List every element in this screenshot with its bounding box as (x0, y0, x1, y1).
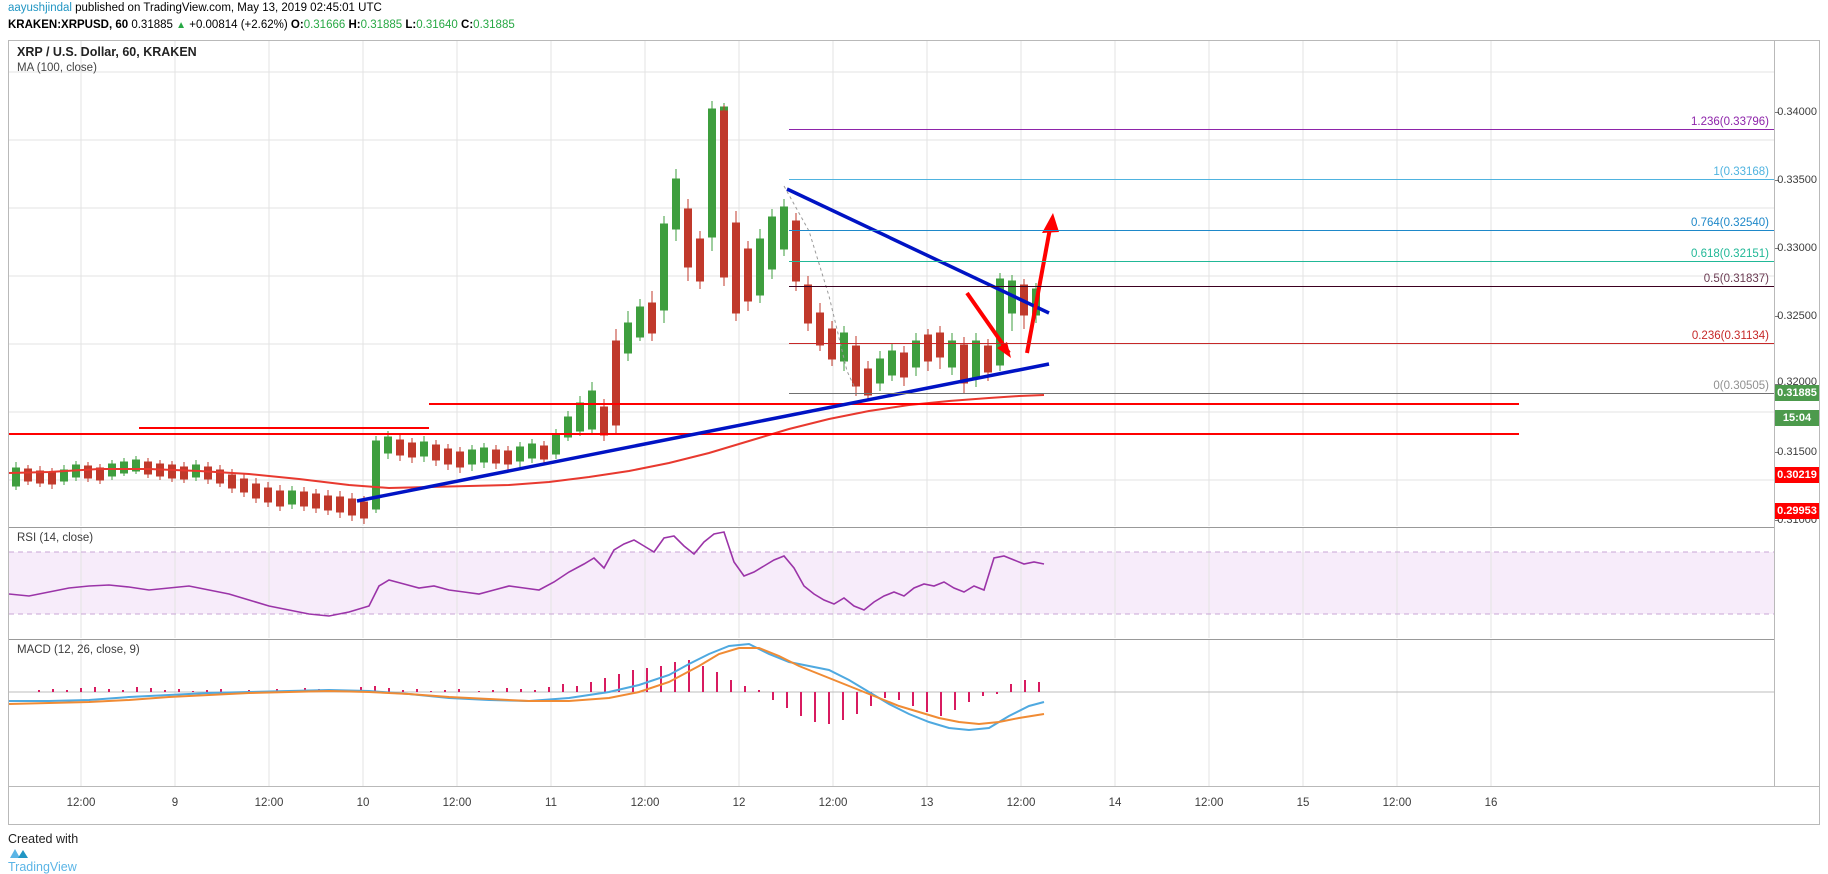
author-name: aayushjindal (8, 2, 72, 14)
price-tick: 0.31500 (1777, 446, 1817, 458)
alert-price-badge: 0.29953 (1775, 503, 1819, 519)
time-tick: 10 (356, 797, 370, 809)
time-tick: 12:00 (442, 797, 472, 809)
last-price: 0.31885 (131, 19, 173, 31)
fib-line-0764 (789, 230, 1774, 231)
alert-price-badge: 0.30219 (1775, 467, 1819, 483)
candlestick-series (12, 101, 1040, 524)
macd-chart-svg (9, 640, 1774, 786)
publish-info: aayushjindal published on TradingView.co… (8, 2, 382, 14)
rsi-indicator-label: RSI (14, close) (17, 532, 94, 544)
time-tick: 12:00 (1194, 797, 1224, 809)
close-label: C: (461, 19, 474, 31)
annotation-red-levels (9, 403, 1519, 435)
low-label: L: (405, 19, 417, 31)
fib-line-0 (789, 393, 1774, 394)
time-tick: 16 (1484, 797, 1498, 809)
fib-line-1236 (789, 129, 1774, 130)
time-tick: 14 (1108, 797, 1122, 809)
time-tick: 13 (920, 797, 934, 809)
time-tick: 15 (1296, 797, 1310, 809)
ma-indicator-label: MA (100, close) (17, 62, 97, 74)
time-tick: 9 (171, 797, 179, 809)
low-value: 0.31640 (416, 19, 458, 31)
last-price-badge: 0.31885 (1775, 385, 1819, 401)
high-value: 0.31885 (360, 19, 403, 31)
price-tick: 0.32500 (1777, 310, 1817, 322)
chart-plot-area[interactable]: XRP / U.S. Dollar, 60, KRAKEN MA (100, c… (9, 41, 1774, 786)
time-axis[interactable]: 12:00 9 12:00 10 12:00 11 12:00 12 12:00… (9, 786, 1819, 824)
fib-label-1: 1(0.33168) (1713, 166, 1769, 178)
fib-label-0236: 0.236(0.31134) (1691, 330, 1769, 342)
macd-fast-line (9, 642, 1045, 732)
time-gridlines (80, 41, 1492, 526)
fib-line-1 (789, 179, 1774, 180)
time-tick: 12:00 (1006, 797, 1036, 809)
price-tick: 0.34000 (1777, 106, 1817, 118)
chart-title: XRP / U.S. Dollar, 60, KRAKEN (17, 45, 197, 59)
macd-indicator-label: MACD (12, 26, close, 9) (17, 644, 140, 656)
fib-line-0236 (789, 343, 1774, 344)
time-tick: 11 (545, 797, 557, 809)
time-tick: 12:00 (1382, 797, 1412, 809)
chart-frame[interactable]: XRP / U.S. Dollar, 60, KRAKEN MA (100, c… (8, 40, 1820, 825)
projection-arrows (965, 213, 1059, 358)
trendline-ascending-long (356, 362, 1050, 503)
rsi-chart-svg (9, 528, 1774, 638)
high-label: H: (348, 19, 361, 31)
tradingview-logo-icon (10, 849, 28, 858)
tradingview-brand: TradingView (8, 860, 77, 874)
rsi-pane[interactable]: RSI (14, close) (9, 527, 1774, 638)
fib-label-05: 0.5(0.31837) (1703, 273, 1769, 285)
time-tick: 12:00 (66, 797, 96, 809)
fib-label-0764: 0.764(0.32540) (1690, 217, 1769, 229)
macd-slow-line (9, 647, 1045, 726)
price-change: +0.00814 (+2.62%) (189, 19, 288, 31)
price-tick: 0.33000 (1777, 242, 1817, 254)
price-tick: 0.33500 (1777, 174, 1817, 186)
fib-label-1236: 1.236(0.33796) (1690, 116, 1769, 128)
time-tick: 12:00 (254, 797, 284, 809)
up-triangle-icon: ▲ (176, 20, 187, 31)
fib-label-0: 0(0.30505) (1713, 380, 1769, 392)
rsi-line (9, 531, 1045, 617)
time-tick: 12:00 (818, 797, 848, 809)
price-pane[interactable]: XRP / U.S. Dollar, 60, KRAKEN MA (100, c… (9, 41, 1774, 526)
open-value: 0.31666 (303, 19, 346, 31)
symbol-info-line: KRAKEN:XRPUSD, 60 0.31885 ▲ +0.00814 (+2… (8, 19, 515, 31)
ma-100-line (9, 394, 1045, 490)
countdown-badge: 15:04 (1775, 410, 1819, 426)
price-gridlines (9, 71, 1774, 481)
price-chart-svg (9, 41, 1774, 526)
trendline-descending (786, 187, 1050, 315)
open-label: O: (290, 19, 304, 31)
publish-text: published on TradingView.com, May 13, 20… (71, 2, 382, 14)
symbol-label: KRAKEN:XRPUSD, 60 (8, 19, 129, 31)
fib-line-05 (789, 286, 1774, 287)
close-value: 0.31885 (473, 19, 515, 31)
time-tick: 12 (732, 797, 746, 809)
price-scale[interactable]: 0.34000 0.33500 0.33000 0.32500 0.32000 … (1774, 41, 1819, 786)
macd-histogram (38, 660, 1040, 724)
fib-label-0618: 0.618(0.32151) (1690, 248, 1769, 260)
time-tick: 12:00 (630, 797, 660, 809)
macd-pane[interactable]: MACD (12, 26, close, 9) (9, 639, 1774, 786)
created-with-label: Created with (8, 832, 79, 846)
fib-line-0618 (789, 261, 1774, 262)
